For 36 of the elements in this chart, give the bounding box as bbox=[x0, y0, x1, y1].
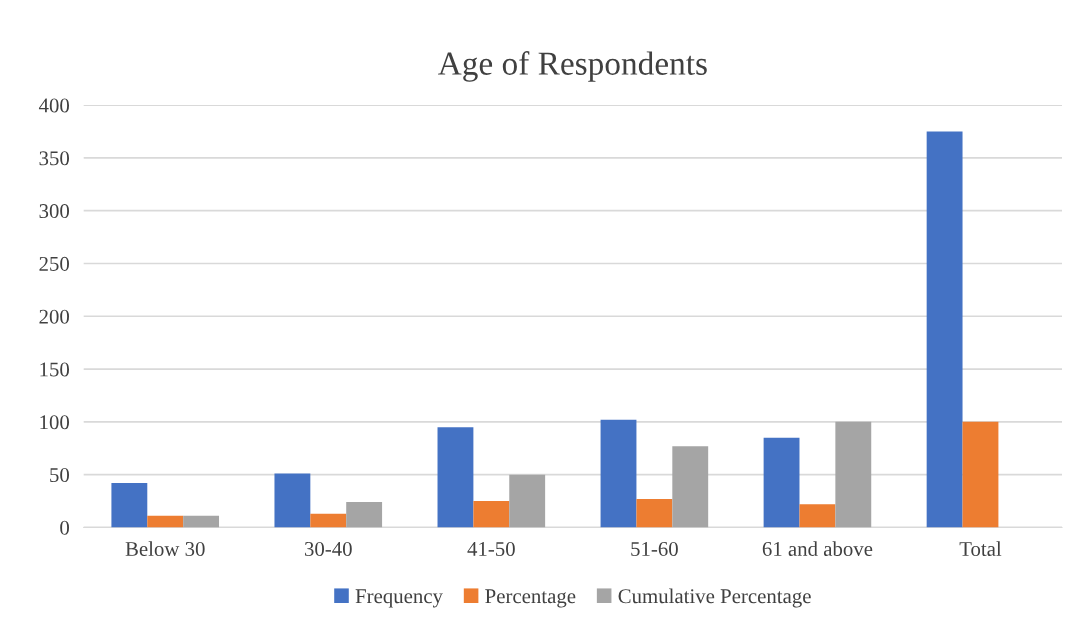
x-tick-label: 61 and above bbox=[762, 541, 873, 556]
y-tick-label: 400 bbox=[38, 98, 70, 113]
y-tick-label: 150 bbox=[40, 362, 70, 377]
bar bbox=[672, 446, 709, 528]
y-tick-label: 300 bbox=[39, 204, 70, 219]
x-tick-label: Total bbox=[959, 541, 1002, 556]
bar bbox=[310, 513, 347, 528]
legend-label: Percentage bbox=[485, 589, 576, 608]
bar bbox=[274, 473, 311, 528]
y-tick-label: 100 bbox=[40, 415, 70, 430]
legend-label: Frequency bbox=[355, 589, 443, 608]
y-tick-label: 50 bbox=[50, 468, 70, 483]
bar bbox=[147, 515, 184, 528]
bar bbox=[473, 501, 510, 528]
bar bbox=[799, 504, 836, 528]
bar bbox=[509, 474, 546, 528]
chart-title: Age of Respondents bbox=[438, 51, 707, 82]
bar bbox=[636, 498, 673, 528]
x-tick-label: 51-60 bbox=[631, 541, 678, 556]
y-tick-label: 250 bbox=[39, 256, 70, 271]
y-tick-label: 350 bbox=[39, 151, 70, 166]
bar bbox=[926, 131, 963, 528]
bar bbox=[835, 421, 872, 528]
x-tick-label: 30-40 bbox=[304, 541, 352, 556]
bar bbox=[183, 515, 220, 528]
y-tick-label: 200 bbox=[39, 309, 70, 324]
bar bbox=[437, 427, 474, 528]
y-tick-label: 0 bbox=[60, 520, 70, 535]
bar bbox=[962, 421, 999, 528]
bar bbox=[346, 502, 383, 528]
legend-label: Cumulative Percentage bbox=[618, 588, 811, 608]
bar bbox=[111, 483, 148, 528]
bar bbox=[763, 437, 800, 528]
bar bbox=[600, 419, 637, 528]
x-tick-label: 41-50 bbox=[467, 541, 515, 556]
x-tick-label: Below 30 bbox=[125, 541, 205, 556]
